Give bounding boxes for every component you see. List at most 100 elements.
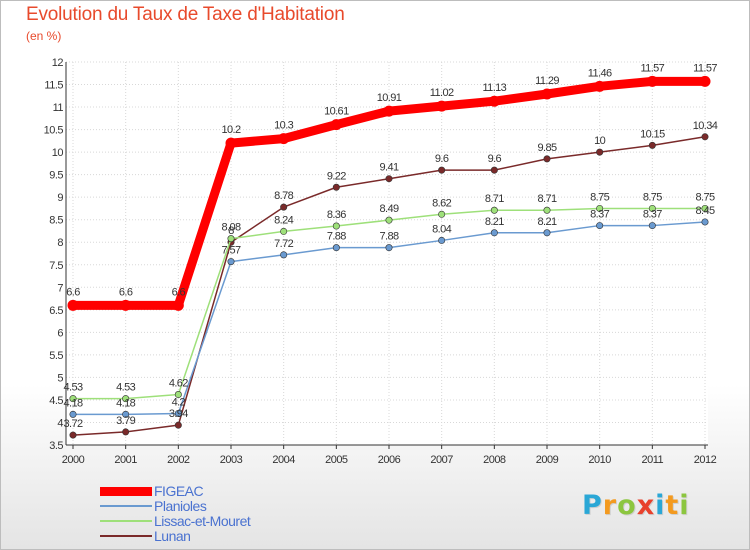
data-point [383,105,395,117]
x-tick-label: 2002 [167,454,190,466]
data-label: 4.2 [172,396,186,408]
x-tick-label: 2012 [694,454,717,466]
y-tick-label: 12 [52,57,64,69]
data-label: 8.75 [695,191,714,203]
data-point [330,119,342,131]
data-point [543,229,551,237]
data-point [280,227,288,235]
data-label: 8.36 [327,209,346,221]
legend-label: FIGEAC [154,483,204,499]
data-label: 10.91 [377,92,402,104]
data-point [701,133,709,141]
data-point [69,395,77,403]
data-label: 10 [594,135,606,147]
data-point [490,166,498,174]
data-point [122,428,130,436]
data-label: 4.53 [63,382,82,394]
data-point [174,421,182,429]
data-point [172,299,184,311]
data-point [541,88,553,100]
data-label: 11.57 [693,62,717,74]
data-label: 8.78 [274,190,293,202]
data-point [596,148,604,156]
data-point [490,206,498,214]
data-point [438,166,446,174]
legend-swatch [100,520,152,522]
data-label: 6.6 [119,286,133,298]
y-tick-label: 4.5 [49,395,63,407]
data-label: 8.49 [379,203,398,215]
y-tick-label: 10 [52,147,64,159]
data-label: 11.29 [535,75,559,87]
data-point [596,204,604,212]
data-label: 8.75 [590,191,609,203]
legend-label: Lunan [154,528,191,544]
x-tick-label: 2005 [325,454,348,466]
data-label: 6.6 [66,286,80,298]
plot-area [66,62,708,445]
data-label: 11.02 [430,87,454,99]
data-point [701,218,709,226]
data-label: 8.37 [643,209,662,221]
y-tick-label: 6 [57,327,63,339]
legend-swatch [100,535,152,537]
data-label: 4.18 [116,397,135,409]
data-point [385,216,393,224]
data-label: 8.37 [590,209,609,221]
x-tick-label: 2011 [642,454,664,466]
chart-title: Evolution du Taux de Taxe d'Habitation [26,4,345,25]
legend-label: Lissac-et-Mouret [154,513,251,529]
data-label: 8 [228,225,234,237]
y-tick-label: 9.5 [49,170,63,182]
data-label: 10.2 [221,124,240,136]
data-point [280,251,288,259]
data-point [699,75,711,87]
y-tick-label: 4 [57,417,63,429]
data-label: 8.62 [432,197,451,209]
data-label: 4.62 [169,378,188,390]
data-point [646,75,658,87]
data-point [438,236,446,244]
data-point [594,80,606,92]
y-tick-label: 3.5 [49,440,63,452]
data-point [332,222,340,230]
data-label: 8.08 [221,222,240,234]
y-tick-label: 5.5 [49,350,63,362]
data-label: 3.94 [169,408,188,420]
data-label: 8.71 [537,193,556,205]
data-label: 10.34 [693,120,718,132]
data-point [701,204,709,212]
data-point [67,299,79,311]
data-point [122,410,130,418]
data-label: 9.6 [488,153,502,165]
data-point [280,203,288,211]
data-label: 10.61 [324,106,349,118]
legend-swatch [100,487,152,496]
x-tick-label: 2001 [114,454,137,466]
data-point [648,204,656,212]
data-point [225,137,237,149]
data-label: 7.88 [379,231,398,243]
data-point [438,210,446,218]
data-label: 8.21 [537,216,556,228]
y-tick-label: 7.5 [49,260,63,272]
y-axis-unit-label: (en %) [26,29,62,43]
x-tick-label: 2004 [272,454,295,466]
x-tick-label: 2007 [430,454,453,466]
data-label: 7.57 [221,245,240,257]
data-label: 10.15 [640,128,665,140]
data-point [227,258,235,266]
x-tick-label: 2009 [536,454,559,466]
data-label: 9.41 [379,162,398,174]
data-label: 6.6 [172,286,186,298]
data-label: 11.13 [482,82,506,94]
y-tick-label: 8.5 [49,215,63,227]
data-point [488,95,500,107]
data-label: 9.6 [435,153,449,165]
proxiti-logo: Proxiti [582,490,690,521]
x-tick-label: 2003 [220,454,243,466]
data-point [543,206,551,214]
y-tick-label: 6.5 [49,305,63,317]
data-point [174,391,182,399]
